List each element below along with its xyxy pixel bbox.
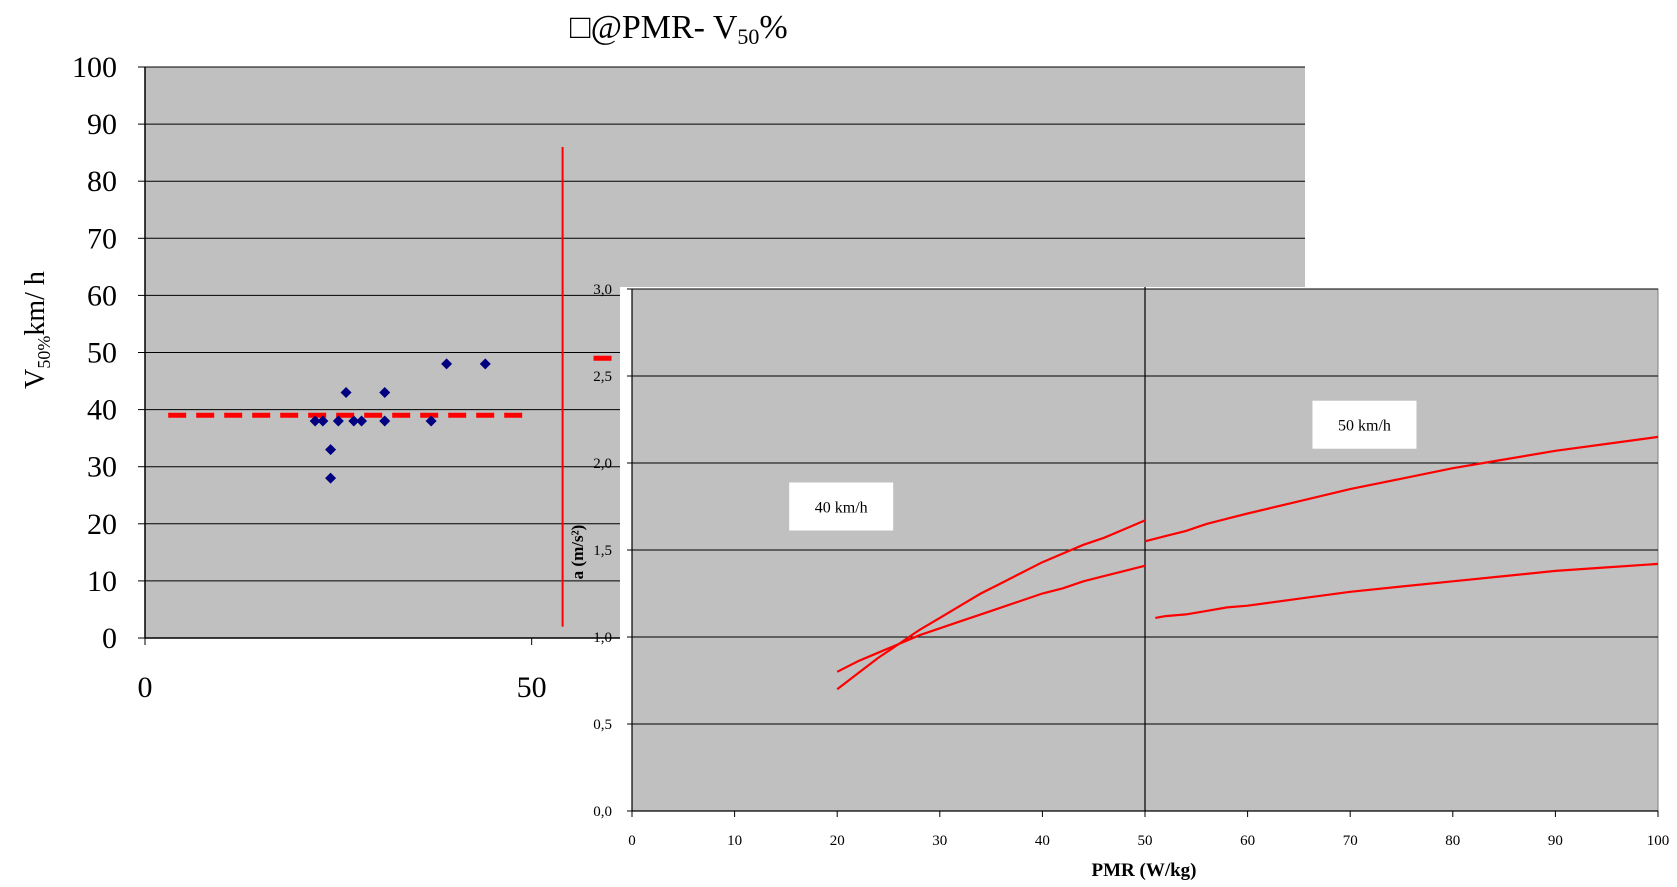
scatter-y-tick-label: 60 [87,279,117,312]
acceleration-chart: 0,0 0,5 1,0 1,5 2,0 2,5 3,0 0 10 20 30 40 50 60 70 80 9… [568,282,1677,887]
scatter-point [356,415,368,427]
acceleration-y-tick-label: 2,5 [593,369,612,385]
acceleration-y-tick-label: 0,5 [593,717,612,733]
acceleration-annotation-box [789,482,894,531]
acceleration-x-axis-label: PMR (W/kg) [1091,860,1196,881]
acceleration-annotations: 40 km/h 50 km/h [789,400,1417,531]
acceleration-axes [627,287,1659,817]
acceleration-curve [1155,562,1659,619]
acceleration-curve [836,564,1146,673]
scatter-point [340,386,352,398]
scatter-y-tick-label: 50 [87,337,117,370]
scatter-point [425,415,437,427]
acceleration-annotation-box [1312,400,1417,449]
scatter-y-tick-label: 20 [87,508,117,541]
scatter-x-tick-label: 0 [138,671,153,704]
acceleration-x-tick-label: 50 [1138,833,1153,849]
acceleration-x-tick-label: 80 [1445,833,1460,849]
scatter-y-tick-label: 100 [72,51,117,84]
scatter-point [479,358,491,370]
scatter-point [348,415,360,427]
scatter-y-tick-label: 90 [87,108,117,141]
acceleration-x-tick-label: 10 [727,833,742,849]
scatter-point [317,415,329,427]
acceleration-y-tick-labels: 0,0 0,5 1,0 1,5 2,0 2,5 3,0 [593,282,612,820]
acceleration-y-axis-label: a (m/s²) [568,525,587,580]
scatter-y-axis-label: V50%km/ h [20,271,54,389]
scatter-point [325,444,337,456]
scatter-y-tick-label: 70 [87,222,117,255]
acceleration-x-tick-label: 60 [1240,833,1255,849]
acceleration-curve [1144,435,1659,543]
scatter-y-tick-labels: 0 10 20 30 40 50 60 70 80 90 100 [72,51,117,655]
acceleration-x-tick-label: 30 [932,833,947,849]
scatter-point [379,386,391,398]
acceleration-x-tick-label: 90 [1548,833,1563,849]
scatter-point [441,358,453,370]
acceleration-y-tick-label: 3,0 [593,282,612,298]
scatter-y-tick-label: 40 [87,394,117,427]
acceleration-x-tick-label: 0 [628,833,636,849]
scatter-x-tick-label: 50 [517,671,547,704]
acceleration-x-tick-label: 20 [830,833,845,849]
acceleration-curve [836,519,1146,691]
scatter-point [309,415,321,427]
acceleration-x-tick-labels: 0 10 20 30 40 50 60 70 80 90 100 [628,833,1669,849]
scatter-chart-title: □@PMR- V50% [570,9,788,49]
acceleration-y-tick-label: 1,0 [593,630,612,646]
acceleration-x-tick-label: 40 [1035,833,1050,849]
acceleration-annotation-label: 50 km/h [1338,418,1391,435]
acceleration-x-tick-label: 100 [1647,833,1670,849]
acceleration-annotation-label: 40 km/h [815,500,868,517]
scatter-point [325,472,337,484]
acceleration-curves [836,435,1659,691]
scatter-y-tick-label: 10 [87,565,117,598]
scatter-y-tick-label: 0 [102,622,117,655]
scatter-point [379,415,391,427]
scatter-y-tick-label: 30 [87,451,117,484]
scatter-y-tick-label: 80 [87,165,117,198]
acceleration-annotation: 50 km/h [1312,400,1417,449]
acceleration-x-tick-label: 70 [1343,833,1358,849]
scatter-point [332,415,344,427]
acceleration-y-tick-label: 2,0 [593,456,612,472]
acceleration-y-tick-label: 1,5 [593,543,612,559]
acceleration-annotation: 40 km/h [789,482,894,531]
acceleration-y-tick-label: 0,0 [593,804,612,820]
